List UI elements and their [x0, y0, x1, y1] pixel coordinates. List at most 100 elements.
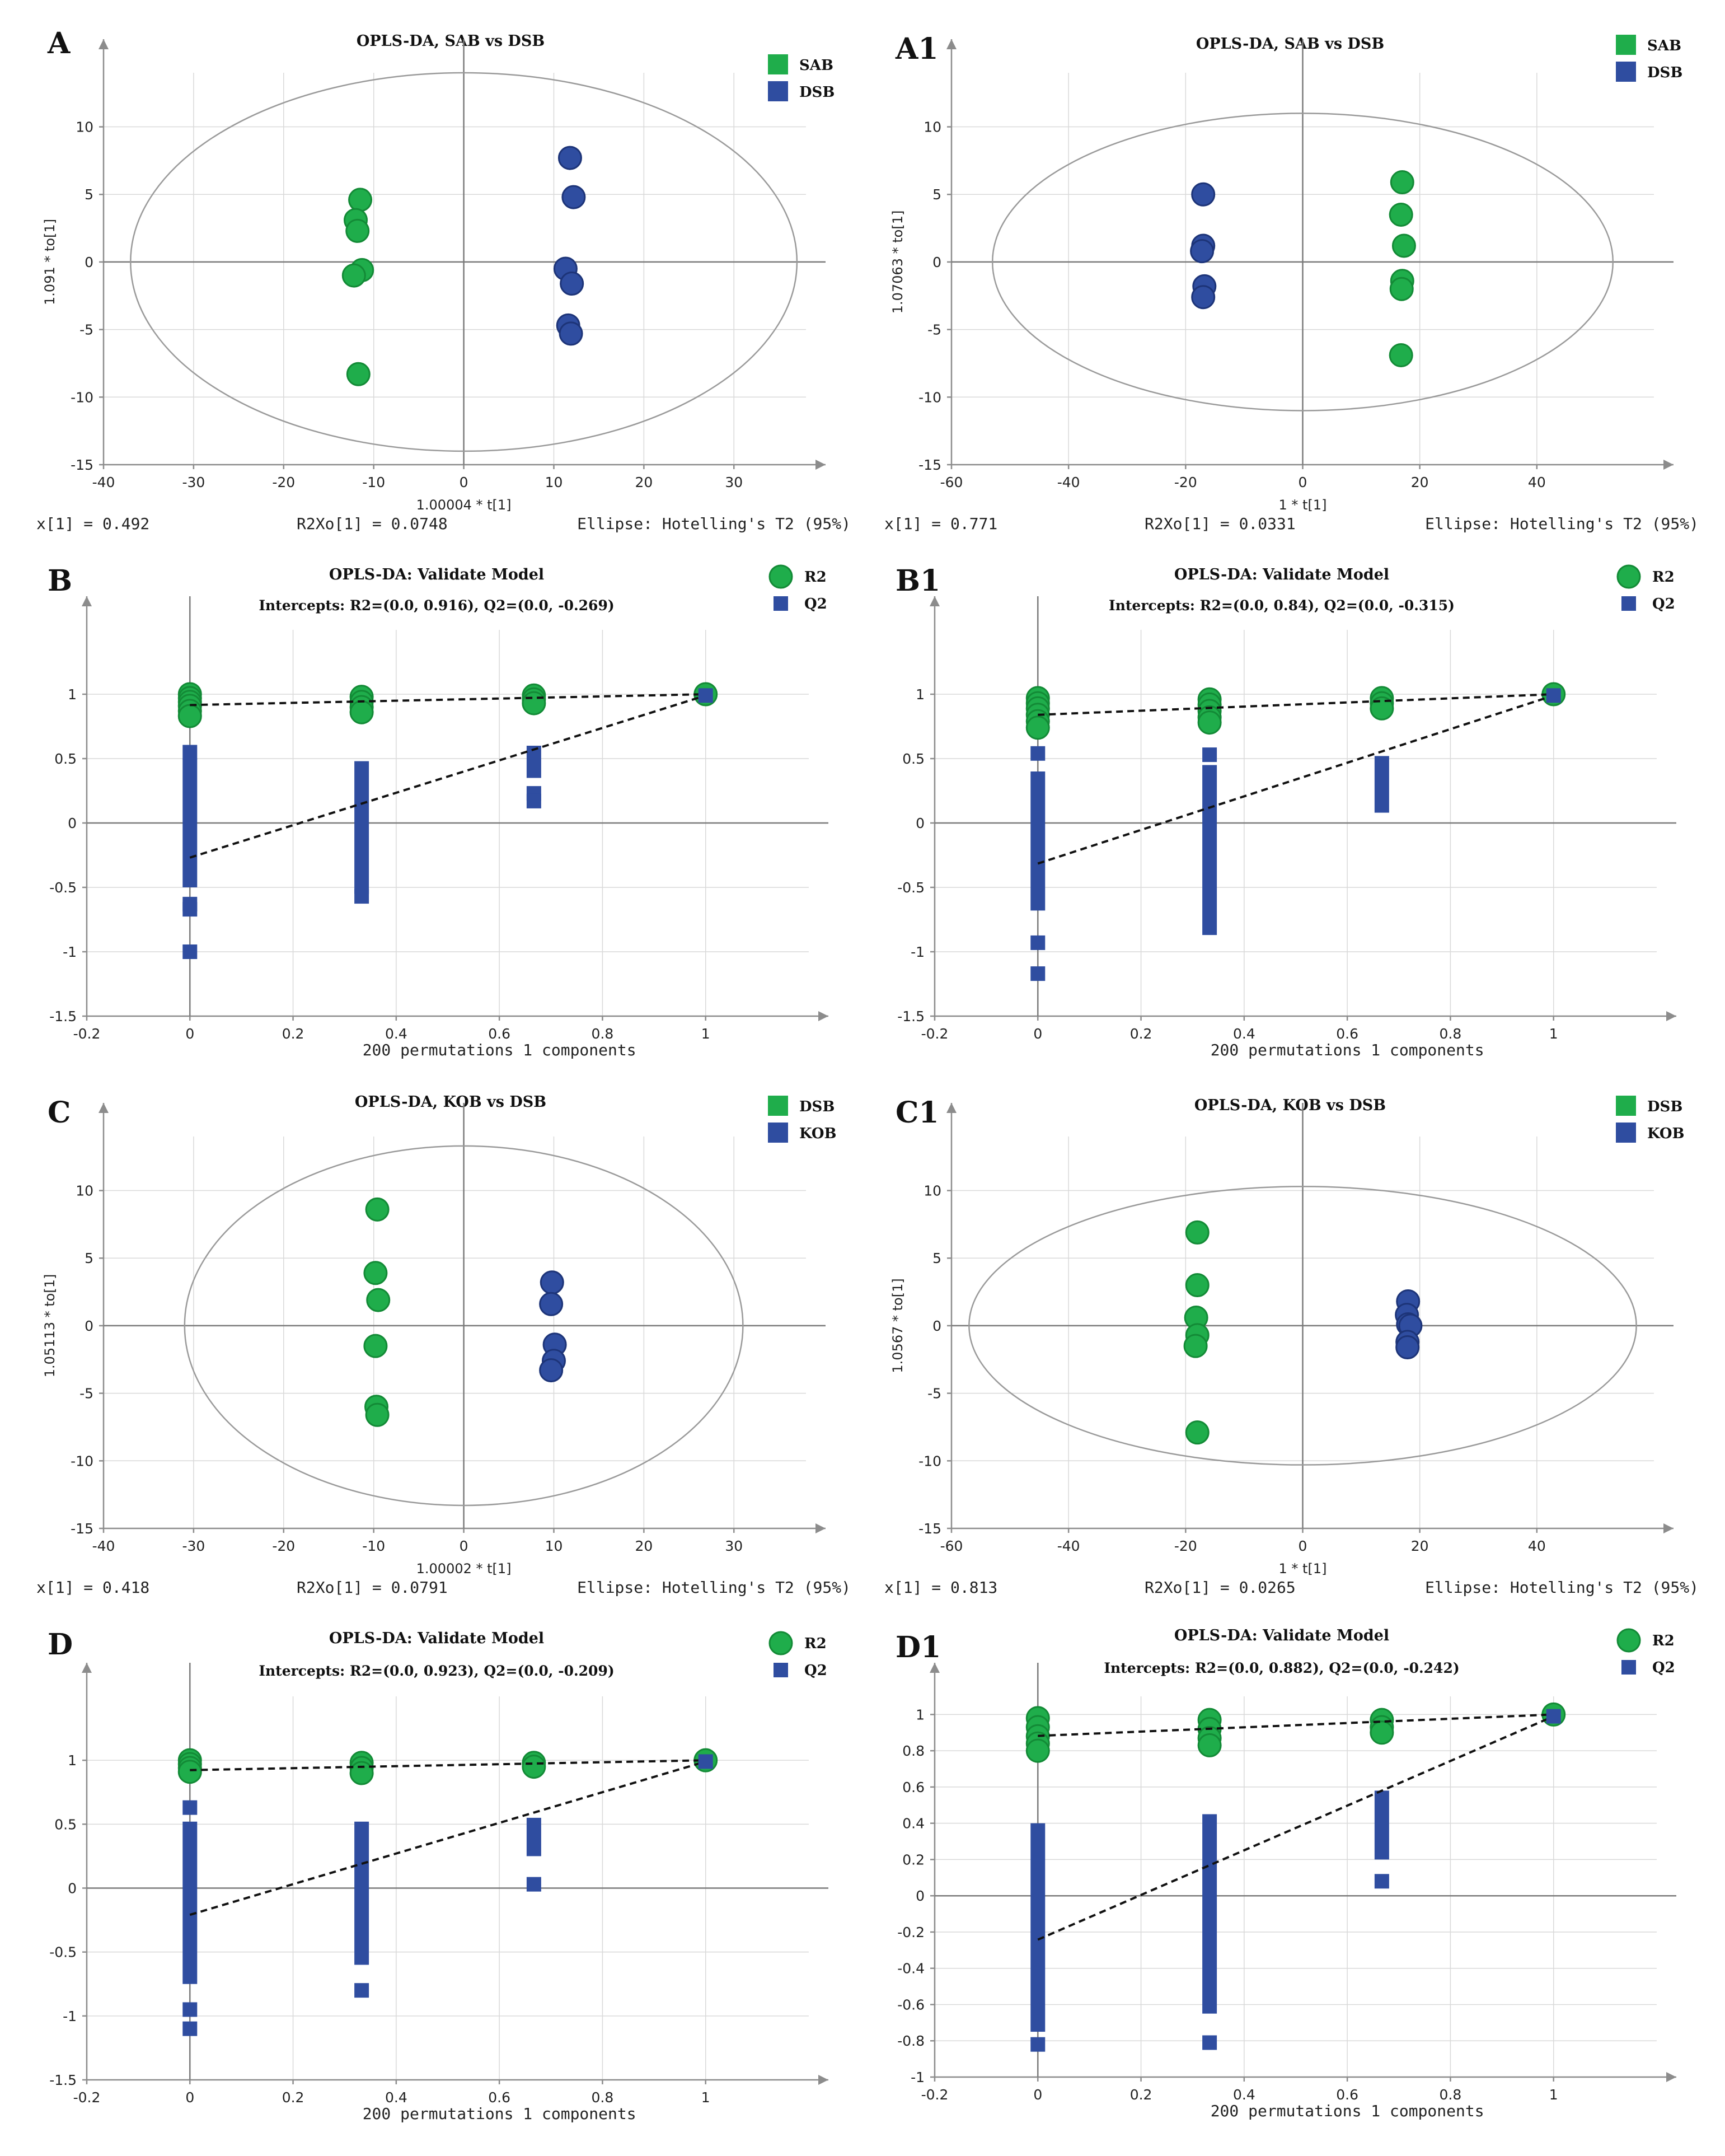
footer-x: x[1] = 0.418 — [36, 1578, 149, 1597]
legend-marker-q2 — [774, 1663, 788, 1677]
data-point-dsb — [1185, 1420, 1210, 1445]
y-tick-label: 10 — [76, 119, 93, 135]
x-axis-arrow — [818, 1011, 828, 1021]
y-tick-label: -5 — [79, 1386, 93, 1402]
x-tick-label: 0 — [1033, 1026, 1042, 1042]
chart-title: OPLS-DA: Validate Model — [1174, 566, 1389, 583]
y-tick-label: -0.6 — [897, 1996, 925, 2013]
x-tick-label: 30 — [725, 1538, 743, 1554]
legend-label: R2 — [804, 569, 827, 586]
q2-point — [1030, 746, 1046, 761]
x-tick-label: -20 — [272, 1538, 295, 1554]
data-point-sab — [1391, 233, 1416, 258]
y-axis-arrow — [99, 39, 109, 49]
y-tick-label: -1.5 — [49, 1008, 77, 1025]
q2-point — [354, 1983, 369, 1998]
y-tick-label: 0 — [932, 254, 941, 270]
x-tick-label: 0.8 — [1440, 2087, 1462, 2103]
x-axis-label: 1 * t[1] — [1279, 1561, 1327, 1577]
x-tick-label: -60 — [940, 474, 963, 490]
hotelling-ellipse — [130, 72, 798, 452]
chart-panel-a: A OPLS-DA, SAB vs DSB -40 -30 -20 -10 0 10 20 30 -… — [36, 26, 851, 533]
x-tick-label: 1 — [701, 2089, 710, 2106]
chart-panel-c: C OPLS-DA, KOB vs DSB -40 -30 -20 -10 0 10 20 30 -… — [36, 1093, 851, 1597]
q2-point — [526, 1877, 541, 1892]
y-tick-label: 0 — [916, 1888, 925, 1904]
y-tick-label: 0.8 — [902, 1743, 925, 1759]
footer-ellipse: Ellipse: Hotelling's T2 (95%) — [1425, 515, 1699, 533]
q2-point — [182, 745, 198, 760]
y-tick-label: 5 — [932, 186, 941, 203]
x-tick-label: 20 — [1411, 1538, 1429, 1554]
x-tick-label: 0.6 — [488, 2089, 510, 2106]
data-point-dsb — [561, 185, 586, 209]
q2-point — [182, 2021, 198, 2036]
legend-label: Q2 — [804, 596, 827, 612]
footer-r2xo: R2Xo[1] = 0.0748 — [297, 515, 448, 533]
footer-x: x[1] = 0.813 — [884, 1578, 997, 1597]
footer-ellipse: Ellipse: Hotelling's T2 (95%) — [1425, 1578, 1699, 1597]
legend-label: DSB — [1647, 64, 1682, 81]
data-point-dsb — [366, 1288, 391, 1312]
data-point-dsb — [365, 1402, 390, 1427]
y-tick-label: -1 — [63, 2008, 77, 2024]
y-tick-label: -0.5 — [897, 880, 925, 896]
q2-point — [1374, 1874, 1389, 1889]
y-axis-arrow — [82, 1663, 92, 1673]
x-tick-label: 40 — [1528, 1538, 1546, 1554]
q2-point — [1202, 747, 1217, 763]
panel-letter: A1 — [895, 32, 939, 66]
x-tick-label: 10 — [545, 1538, 563, 1554]
y-tick-label: -1.5 — [49, 2072, 77, 2088]
q2-point — [182, 1800, 198, 1815]
x-tick-label: 0.8 — [592, 2089, 614, 2106]
y-tick-label: 5 — [85, 186, 93, 203]
r2-point — [349, 700, 374, 724]
y-tick-label: 0.2 — [902, 1851, 925, 1868]
x-tick-label: 20 — [635, 474, 653, 490]
y-tick-label: -15 — [71, 457, 93, 473]
chart-title: OPLS-DA, SAB vs DSB — [1196, 35, 1384, 53]
x-tick-label: 1 — [1549, 1026, 1558, 1042]
footer-r2xo: R2Xo[1] = 0.0331 — [1145, 515, 1296, 533]
chart-panel-b: B OPLS-DA: Validate Model Intercepts: R2=(… — [48, 564, 828, 1059]
y-tick-label: 5 — [85, 1250, 93, 1266]
y-axis-arrow — [946, 39, 957, 49]
legend-label: KOB — [799, 1125, 837, 1142]
x-axis-arrow — [815, 1523, 826, 1533]
chart-title: OPLS-DA: Validate Model — [329, 1630, 544, 1647]
data-point-dsb — [1185, 1273, 1210, 1298]
r2-regression-line — [1038, 1713, 1554, 1737]
r2-regression-line — [190, 1759, 706, 1771]
chart-subtitle: Intercepts: R2=(0.0, 0.916), Q2=(0.0, -0… — [259, 597, 614, 614]
x-tick-label: -10 — [362, 474, 385, 490]
r2-point — [1370, 696, 1394, 721]
x-tick-label: 0 — [460, 1538, 468, 1554]
x-axis-arrow — [1666, 2072, 1676, 2082]
y-tick-label: -0.4 — [897, 1961, 925, 1977]
y-tick-label: -1 — [911, 944, 925, 960]
x-tick-label: 0 — [1299, 474, 1307, 490]
y-tick-label: 0.4 — [902, 1816, 925, 1832]
y-tick-label: -0.8 — [897, 2033, 925, 2049]
q2-stack — [182, 1821, 198, 1984]
y-tick-label: -10 — [918, 1453, 941, 1469]
data-point-dsb — [363, 1261, 388, 1285]
chart-title: OPLS-DA, KOB vs DSB — [1194, 1097, 1386, 1114]
data-point-dsb — [557, 146, 582, 170]
q2-point — [354, 889, 369, 904]
q2-stack — [1202, 765, 1217, 936]
chart-title: OPLS-DA, KOB vs DSB — [355, 1093, 546, 1111]
y-tick-label: 10 — [76, 1183, 93, 1199]
legend-label: SAB — [799, 57, 833, 74]
data-point-sab — [1389, 202, 1413, 227]
x-tick-label: 10 — [545, 474, 563, 490]
q2-point — [1202, 2035, 1217, 2050]
x-tick-label: -60 — [940, 1538, 963, 1554]
y-axis-arrow — [930, 1663, 940, 1673]
x-axis-label: 1.00004 * t[1] — [416, 497, 512, 513]
data-point-dsb — [1191, 285, 1216, 310]
footer-ellipse: Ellipse: Hotelling's T2 (95%) — [577, 1578, 851, 1597]
x-tick-label: 0.8 — [1440, 1026, 1462, 1042]
r2-regression-line — [190, 693, 706, 707]
